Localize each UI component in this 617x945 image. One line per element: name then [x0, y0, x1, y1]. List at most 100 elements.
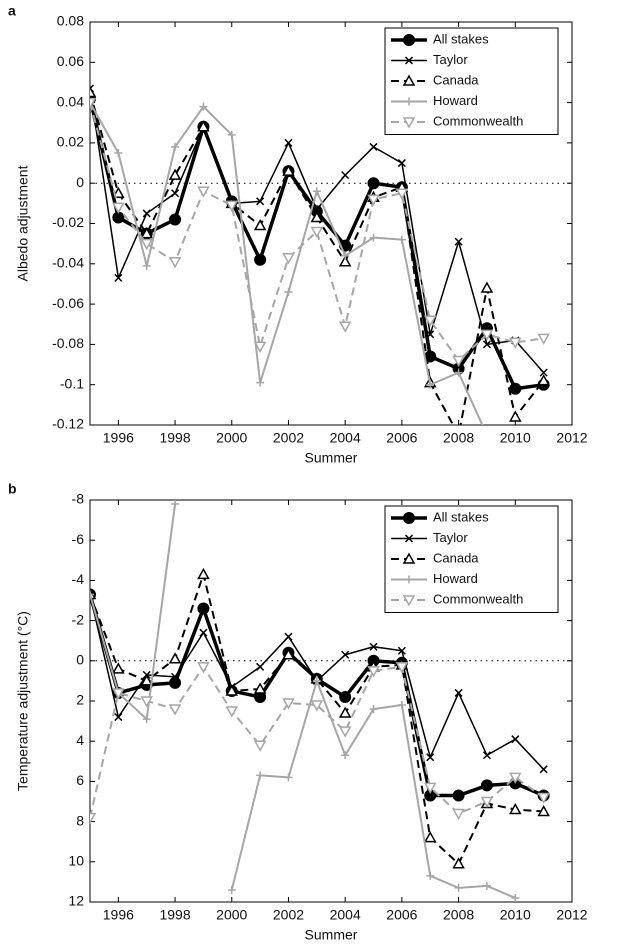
x-tick-label: 2012	[556, 430, 587, 446]
x-tick-label: 2000	[216, 430, 247, 446]
legend-marker	[403, 34, 415, 46]
x-axis-label: Summer	[305, 927, 358, 943]
data-point	[367, 666, 380, 678]
x-tick-label: 2002	[273, 430, 304, 446]
data-point	[341, 751, 350, 760]
data-point	[225, 684, 239, 696]
data-point	[454, 368, 463, 377]
legend-label: Taylor	[433, 530, 468, 545]
data-point	[227, 885, 236, 894]
data-point	[284, 138, 293, 147]
data-point	[369, 233, 378, 242]
x-tick-label: 2012	[556, 907, 587, 923]
y-tick-label: 0.06	[57, 53, 84, 69]
x-tick-label: 1996	[103, 907, 134, 923]
panel-label: a	[8, 3, 16, 19]
data-point	[112, 662, 125, 674]
series-line	[90, 665, 545, 818]
data-point	[423, 782, 437, 794]
series-line	[90, 92, 545, 425]
x-tick-label: 1996	[103, 430, 134, 446]
data-point	[225, 706, 239, 718]
data-point	[509, 772, 522, 784]
x-tick-label: 2000	[216, 907, 247, 923]
data-point	[142, 209, 151, 218]
data-point	[168, 168, 182, 180]
data-point	[197, 662, 210, 674]
data-point	[168, 257, 182, 269]
legend-label: All stakes	[433, 31, 489, 46]
data-point	[423, 315, 437, 327]
data-point	[369, 705, 378, 714]
panel: a Summer Albedo adjustment 0.08 0.06 0.04 0.02…	[8, 3, 588, 466]
data-point	[199, 628, 208, 637]
data-point	[140, 238, 153, 251]
data-point	[426, 871, 435, 880]
series-line	[90, 102, 544, 362]
data-point	[482, 751, 491, 760]
y-tick-label: -6	[72, 531, 85, 547]
data-point	[169, 213, 182, 226]
data-point	[197, 120, 210, 132]
y-tick-label: -8	[72, 491, 85, 507]
data-point	[199, 102, 208, 111]
x-tick-label: 2006	[386, 430, 417, 446]
data-point	[537, 333, 550, 345]
legend-label: Commonwealth	[433, 591, 523, 606]
legend-label: Canada	[433, 550, 479, 565]
data-point	[341, 251, 350, 260]
data-point	[509, 382, 522, 395]
data-point	[338, 321, 352, 333]
data-point	[310, 700, 324, 712]
legend-marker	[405, 97, 413, 106]
legend: All stakes Taylor Canada Howard Commonwealth	[384, 505, 559, 613]
data-point	[171, 142, 180, 151]
data-point	[397, 701, 406, 710]
data-point	[140, 674, 153, 686]
data-point	[338, 255, 352, 267]
y-tick-label: 4	[76, 732, 84, 748]
data-point	[539, 765, 548, 774]
data-point	[452, 355, 465, 368]
x-tick-label: 2010	[500, 430, 531, 446]
legend-marker	[402, 74, 416, 86]
legend: All stakes Taylor Canada Howard Commonwealth	[384, 27, 559, 135]
data-point	[367, 177, 380, 190]
data-point	[509, 337, 522, 349]
data-point	[397, 159, 406, 168]
data-point	[282, 648, 295, 660]
data-point	[395, 662, 409, 674]
data-point	[225, 200, 239, 212]
data-point	[253, 218, 267, 231]
data-point	[369, 642, 378, 651]
x-tick-label: 2006	[386, 907, 417, 923]
data-point	[480, 796, 494, 809]
legend-marker	[404, 534, 414, 543]
data-point	[480, 779, 493, 792]
x-axis-label: Summer	[305, 450, 358, 466]
data-point	[282, 253, 295, 265]
y-tick-label: 0.04	[57, 93, 84, 109]
data-point	[339, 690, 352, 703]
data-point	[312, 676, 321, 685]
data-point	[369, 142, 378, 151]
data-point	[482, 881, 491, 890]
legend-box	[384, 505, 559, 613]
legend-marker	[405, 575, 413, 584]
panel-label: b	[8, 481, 17, 497]
data-point	[539, 368, 548, 377]
legend-marker	[403, 512, 415, 524]
data-point	[168, 704, 182, 716]
data-point	[312, 205, 321, 214]
data-point	[253, 341, 267, 353]
data-point	[395, 188, 409, 200]
y-axis-label: Albedo adjustment	[15, 165, 31, 281]
data-point	[197, 567, 210, 580]
data-point	[284, 288, 293, 297]
y-tick-label: -2	[72, 611, 85, 627]
y-tick-label: -4	[72, 571, 85, 587]
legend-marker	[402, 595, 416, 607]
data-point	[256, 378, 265, 387]
data-point	[197, 602, 210, 615]
